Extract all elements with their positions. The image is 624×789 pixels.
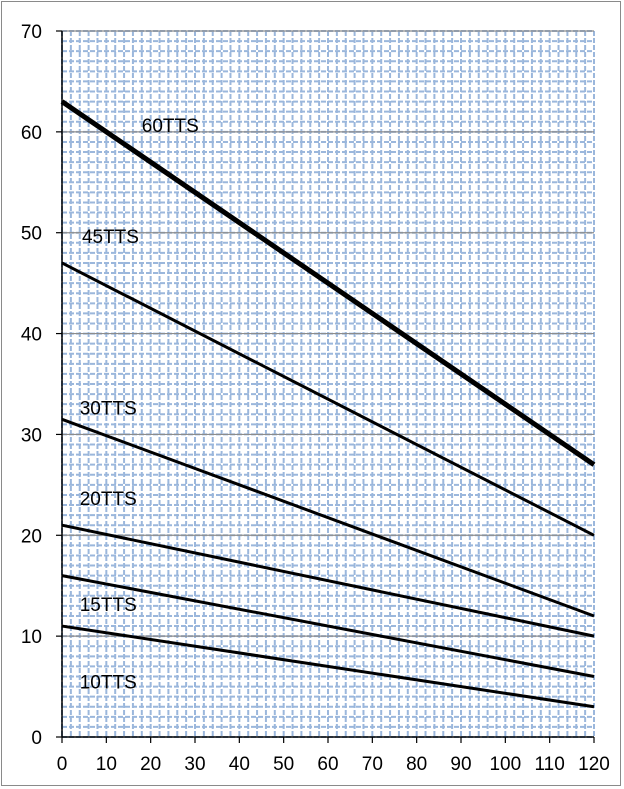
y-tick-label: 0 [31, 728, 42, 749]
series-line [61, 417, 595, 618]
x-tick-label: 80 [406, 754, 427, 775]
y-tick-label: 50 [21, 224, 42, 245]
series-labels: 60TTS 45TTS 30TTS 20TTS 15TTS 10TTS [80, 116, 199, 694]
y-tick-label: 10 [21, 627, 42, 648]
x-tick-label: 110 [535, 754, 565, 775]
x-tick-label: 70 [362, 754, 383, 775]
x-tick-label: 100 [489, 754, 521, 775]
series-line [61, 624, 595, 709]
series-label: 20TTS [80, 489, 137, 510]
x-tick-label: 90 [450, 754, 471, 775]
x-tick-label: 20 [140, 754, 161, 775]
x-tick-label: 40 [229, 754, 250, 775]
x-axis-ticks: 0 10 20 30 40 50 60 70 80 90 100 110 120 [57, 737, 610, 775]
y-tick-label: 60 [21, 123, 42, 144]
series-line [61, 574, 595, 678]
x-tick-label: 30 [184, 754, 205, 775]
series-line [61, 261, 595, 537]
y-tick-label: 30 [21, 425, 42, 446]
series-lines [60, 99, 596, 709]
x-tick-label: 0 [57, 754, 68, 775]
x-tick-label: 50 [273, 754, 294, 775]
series-label: 10TTS [80, 673, 137, 694]
y-tick-label: 70 [21, 22, 42, 43]
y-tick-label: 20 [21, 526, 42, 547]
major-grid [62, 30, 594, 637]
x-tick-label: 120 [578, 754, 610, 775]
x-tick-label: 60 [317, 754, 338, 775]
series-label: 45TTS [82, 227, 139, 248]
series-label: 15TTS [80, 595, 137, 616]
x-tick-label: 10 [96, 754, 117, 775]
y-tick-label: 40 [21, 325, 42, 346]
series-line [60, 99, 596, 467]
series-line [61, 523, 595, 638]
y-axis-ticks: 0 10 20 30 40 50 60 70 [21, 22, 62, 749]
series-label: 30TTS [80, 398, 137, 419]
series-label: 60TTS [142, 116, 199, 137]
